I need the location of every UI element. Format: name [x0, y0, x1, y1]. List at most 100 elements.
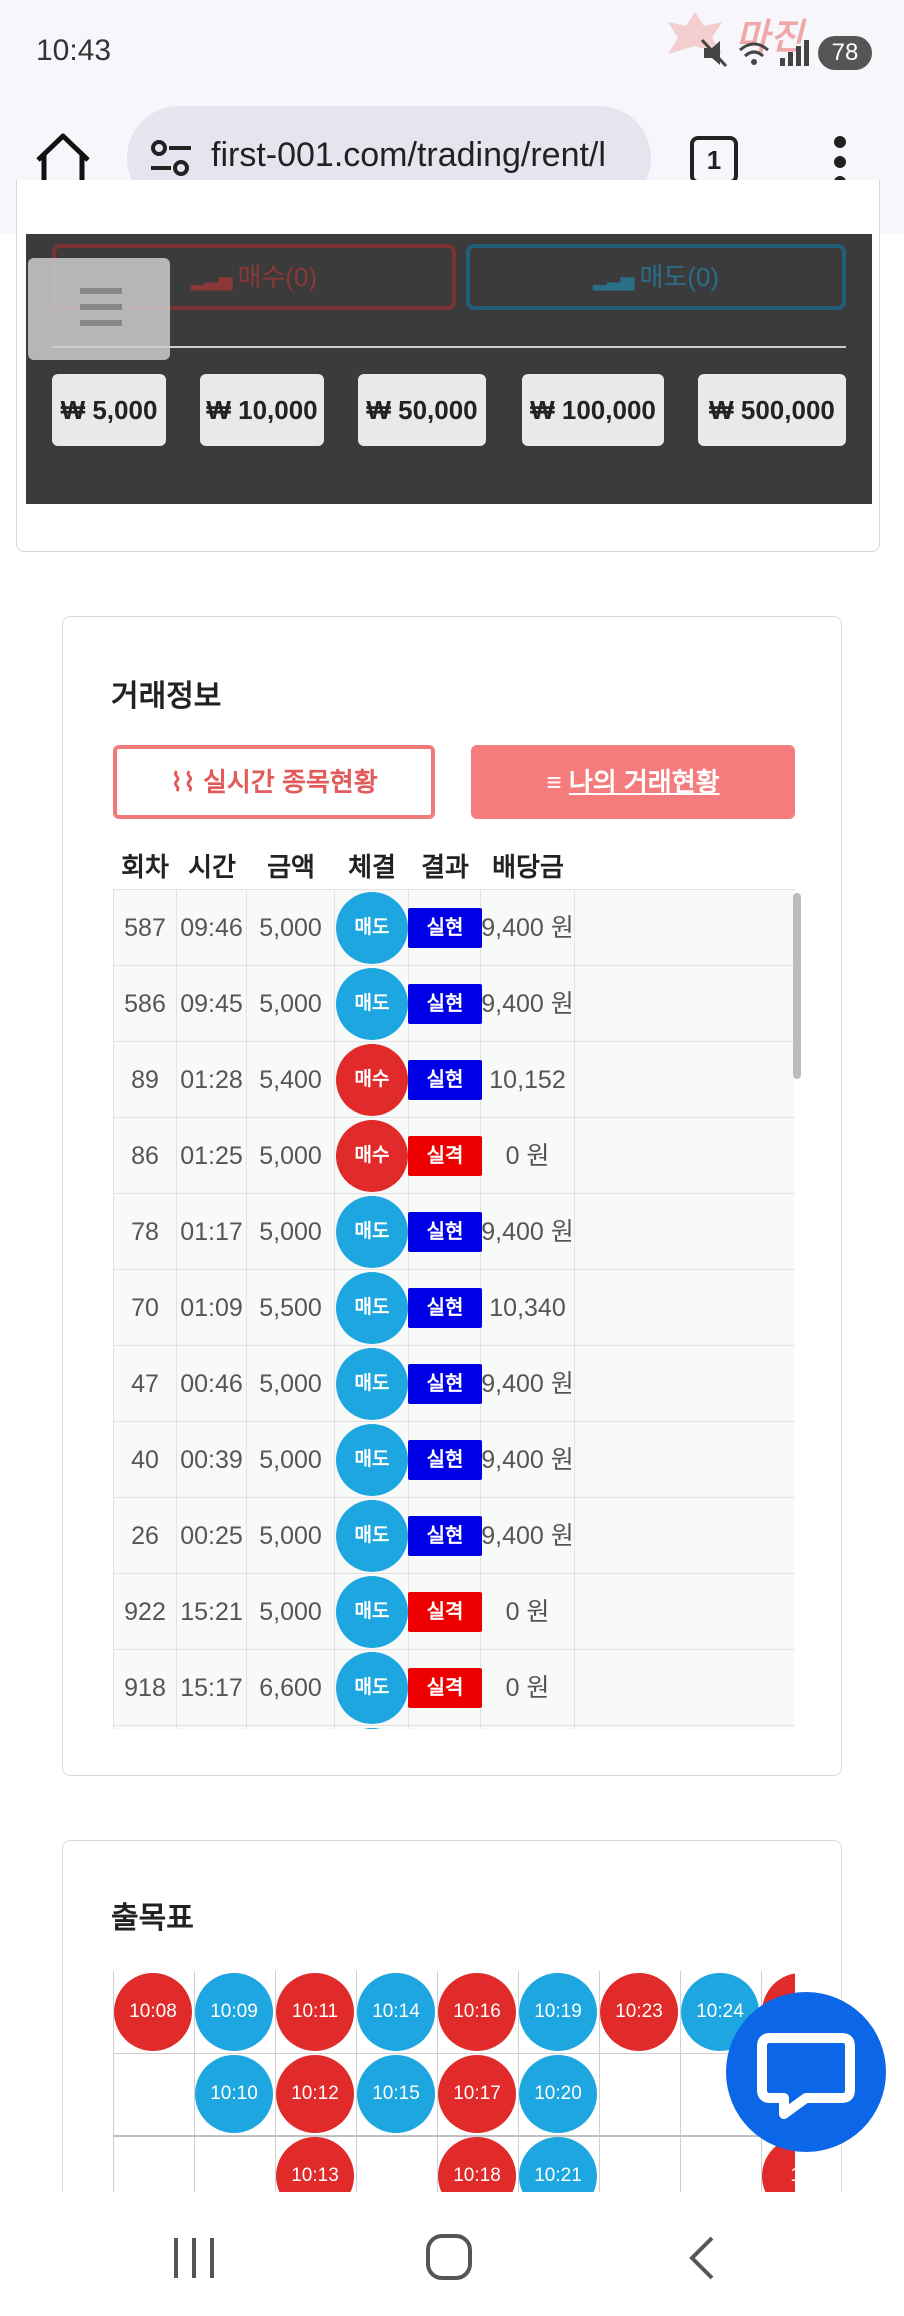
cell-exec: 매도 — [335, 890, 409, 966]
exec-badge: 매도 — [336, 1576, 408, 1648]
exec-badge: 매도 — [336, 1500, 408, 1572]
my-trade-button[interactable]: ≡ 나의 거래현황 — [471, 745, 795, 819]
grid-line — [437, 1971, 438, 2211]
cell-round: 40 — [113, 1422, 177, 1498]
result-badge: 실현 — [408, 1060, 482, 1100]
grid-line — [680, 1971, 681, 2211]
result-circle: 10:17 — [438, 2055, 516, 2133]
col-round: 회차 — [121, 852, 169, 882]
result-circle: 10:19 — [519, 1973, 597, 2051]
cell-payout: 9,400 원 — [481, 890, 575, 966]
cell-round: 922 — [113, 1574, 177, 1650]
cell-time: 15:21 — [177, 1574, 247, 1650]
amount-button-500000[interactable]: ₩ 500,000 — [698, 374, 846, 446]
cell-payout: 9,400 원 — [481, 966, 575, 1042]
cell-exec: 매수 — [335, 1042, 409, 1118]
cell-time: 15:17 — [177, 1650, 247, 1726]
cell-round: 47 — [113, 1346, 177, 1422]
pulse-icon: ⌇⌇ — [170, 767, 203, 797]
cell-result: 실격 — [408, 1574, 482, 1650]
cell-payout: 0 원 — [481, 1118, 575, 1194]
cell-exec: 매도 — [335, 1346, 409, 1422]
chulmok-grid[interactable]: 10:08 10:09 10:10 10:11 10:12 10:13 10:14 10:15… — [113, 1971, 795, 2211]
exec-badge — [336, 1728, 408, 1729]
signal-icon: ▂▃▅ — [592, 270, 640, 290]
result-badge: 실현 — [408, 1212, 482, 1252]
exec-badge: 매도 — [336, 892, 408, 964]
exec-badge: 매수 — [336, 1044, 408, 1116]
back-icon[interactable] — [686, 2234, 716, 2282]
grid-line — [599, 1971, 600, 2211]
cell-result: 실현 — [408, 890, 482, 966]
grid-line — [275, 1971, 276, 2211]
result-circle: 10:14 — [357, 1973, 435, 2051]
sell-button[interactable]: ▂▃▅ 매도(0) — [466, 244, 846, 310]
result-badge: 실격 — [408, 1592, 482, 1632]
cell-payout: 9,400 원 — [481, 1346, 575, 1422]
result-circle: 10:10 — [195, 2055, 273, 2133]
col-exec: 체결 — [348, 852, 396, 882]
url-text[interactable]: first-001.com/trading/rent/l — [211, 136, 606, 174]
amount-button-100000[interactable]: ₩ 100,000 — [522, 374, 664, 446]
grid-line — [356, 1971, 357, 2211]
result-circle: 10:08 — [114, 1973, 192, 2051]
hamburger-icon[interactable] — [28, 258, 170, 360]
home-nav-icon[interactable] — [426, 2234, 472, 2280]
recent-apps-icon[interactable] — [174, 2238, 218, 2278]
chat-button[interactable] — [726, 1992, 886, 2152]
cell-time: 01:09 — [177, 1270, 247, 1346]
exec-badge: 매도 — [336, 1272, 408, 1344]
amount-button-50000[interactable]: ₩ 50,000 — [358, 374, 486, 446]
tabs-icon[interactable]: 1 — [690, 136, 738, 184]
cell-time: 01:28 — [177, 1042, 247, 1118]
result-badge: 실현 — [408, 1364, 482, 1404]
grid-line — [113, 1971, 114, 2211]
cell-amount: 5,000 원 — [247, 890, 335, 1018]
cell-result: 실격 — [408, 1650, 482, 1726]
cell-round: 86 — [113, 1118, 177, 1194]
cell-exec: 매도 — [335, 1498, 409, 1574]
grid-line — [194, 1971, 195, 2211]
battery-level: 78 — [818, 36, 872, 70]
cell-payout: 9,400 원 — [481, 1498, 575, 1574]
signal-icon — [780, 40, 809, 66]
cell-result: 실현 — [408, 966, 482, 1042]
cell-amount: 5,400 원 — [247, 1042, 335, 1170]
cell-amount: 6,600 원 — [247, 1650, 335, 1726]
cell-exec: 매도 — [335, 1270, 409, 1346]
tune-icon[interactable] — [149, 138, 193, 178]
cell-round: 587 — [113, 890, 177, 966]
amount-button-5000[interactable]: ₩ 5,000 — [52, 374, 166, 446]
trade-info-card: 거래정보 ⌇⌇ 실시간 종목현황 ≡ 나의 거래현황 회차 시간 금액 체결 결… — [62, 616, 842, 1776]
cell-round: 26 — [113, 1498, 177, 1574]
exec-badge: 매수 — [336, 1120, 408, 1192]
amount-button-10000[interactable]: ₩ 10,000 — [200, 374, 324, 446]
cell-result: 실현 — [408, 1042, 482, 1118]
buy-button[interactable]: ▂▃▅ 매수(0) — [52, 244, 456, 310]
realtime-status-button[interactable]: ⌇⌇ 실시간 종목현황 — [113, 745, 435, 819]
cell-payout: 10,152 원 — [481, 1042, 575, 1170]
chulmok-title: 출목표 — [111, 1902, 194, 1935]
cell-round — [113, 1726, 177, 1729]
col-amount: 금액 — [267, 852, 315, 882]
divider — [52, 346, 846, 348]
table-scrollbar[interactable] — [793, 893, 801, 1079]
result-circle: 10:20 — [519, 2055, 597, 2133]
result-circle: 10:15 — [357, 2055, 435, 2133]
cell-time — [177, 1726, 247, 1729]
mute-icon — [700, 38, 728, 68]
cell-exec: 매수 — [335, 1118, 409, 1194]
cell-amount: 5,000 원 — [247, 966, 335, 1094]
result-badge: 실현 — [408, 984, 482, 1024]
cell-result: 실현 — [408, 1346, 482, 1422]
exec-badge: 매도 — [336, 1424, 408, 1496]
cell-result: 실현 — [408, 1194, 482, 1270]
